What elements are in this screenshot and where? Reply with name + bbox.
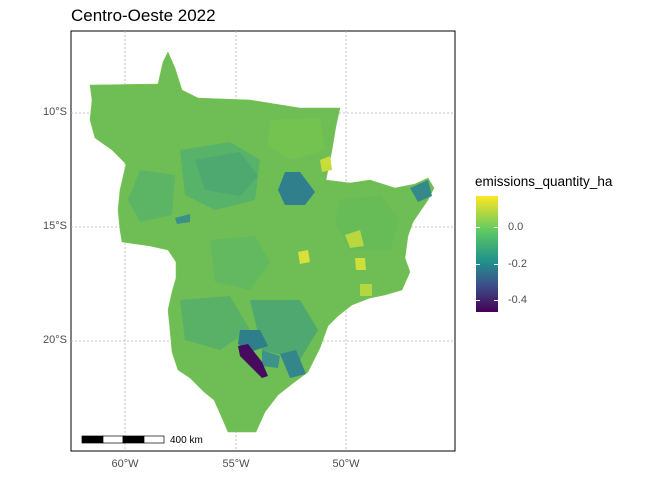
x-label-60w: 60°W: [111, 458, 139, 470]
green-patch-5: [180, 296, 250, 350]
legend-title: emissions_quantity_ha: [475, 174, 613, 189]
green-patch-7: [268, 118, 325, 160]
yellow-patch-2: [298, 250, 310, 264]
scale-bar-label: 400 km: [170, 435, 203, 446]
region-shape: [89, 51, 435, 433]
legend-label-0: 0.0: [508, 221, 524, 233]
yellow-patch-1: [320, 156, 332, 172]
x-label-50w: 50°W: [332, 458, 360, 470]
darkest-region: [238, 344, 268, 378]
x-label-55w: 55°W: [222, 458, 250, 470]
legend-colorbar: [476, 196, 498, 312]
y-label-15s: 15°S: [43, 220, 67, 232]
teal-region-1: [278, 172, 315, 205]
y-label-10s: 10°S: [43, 106, 67, 118]
teal-region-3: [175, 214, 190, 224]
teal-region-5: [280, 350, 306, 378]
legend-label-neg-0-2: -0.2: [508, 258, 527, 270]
mato-grosso-area: [89, 51, 435, 433]
yellow-patch-5: [360, 284, 372, 296]
green-patch-3: [128, 170, 175, 222]
map-title: Centro-Oeste 2022: [71, 6, 216, 25]
legend-label-neg-0-4: -0.4: [508, 294, 527, 306]
teal-region-2: [410, 180, 432, 202]
yellow-patch-3: [355, 258, 366, 270]
scale-bar: [81, 435, 165, 444]
y-label-20s: 20°S: [43, 334, 67, 346]
green-patch-4: [210, 236, 270, 290]
yellow-patch-4: [345, 230, 364, 248]
teal-region-6: [262, 350, 280, 368]
green-patch-2: [195, 152, 258, 196]
